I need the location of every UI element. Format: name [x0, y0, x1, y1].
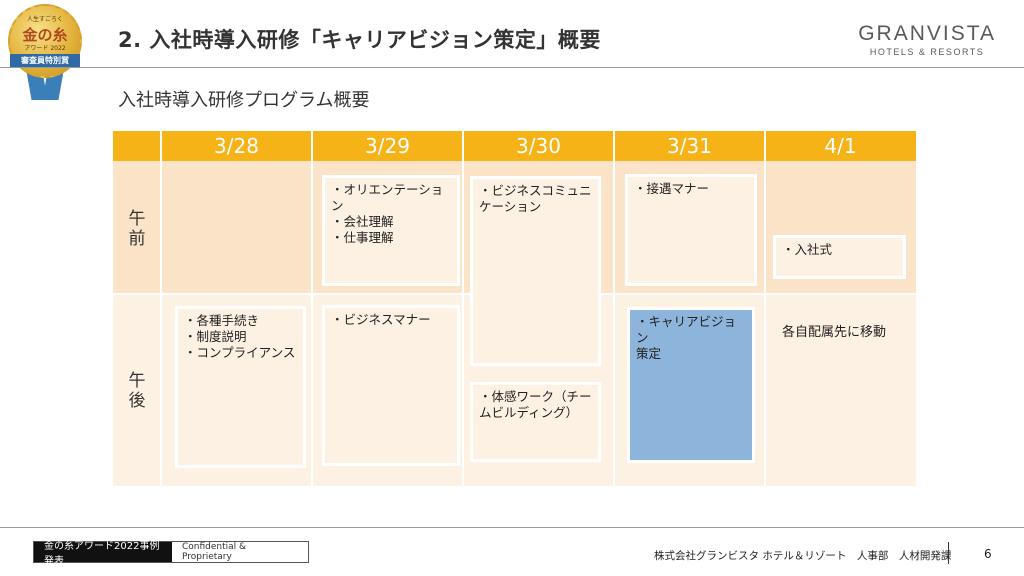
session-career-vision: ・キャリアビジョン 策定: [627, 307, 755, 463]
session-entrance-ceremony: ・入社式: [773, 235, 906, 279]
column-divider: [160, 131, 162, 486]
award-badge: 人生すごろく 金の糸 アワード 2022 審査員特別賞: [6, 4, 84, 100]
date-header: 4/1: [765, 131, 916, 161]
date-header: 3/28: [161, 131, 312, 161]
footer-separator: [948, 542, 949, 564]
page-number: 6: [984, 547, 992, 561]
brand-logo: GRANVISTA HOTELS & RESORTS: [858, 22, 996, 57]
session-business-manners: ・ビジネスマナー: [322, 305, 460, 466]
footer-event: 金の糸アワード2022事例発表: [34, 541, 172, 567]
session-hospitality-manners: ・接遇マナー: [625, 174, 757, 286]
column-divider: [764, 131, 766, 486]
session-move-to-department: 各自配属先に移動: [782, 325, 887, 340]
schedule-table: 3/28 3/29 3/30 3/31 4/1 午 前 午 後 ・オリエンテーシ…: [113, 131, 916, 486]
footer-divider: [0, 527, 1024, 528]
header-corner: [113, 131, 161, 161]
slide-title: 2. 入社時導入研修「キャリアビジョン策定」概要: [118, 28, 601, 52]
badge-line-3: アワード 2022: [24, 45, 66, 52]
footer-confidential: Confidential & Proprietary: [172, 542, 308, 562]
am-label: 午 前: [128, 209, 146, 249]
session-team-building: ・体感ワーク（チー ムビルディング）: [470, 382, 601, 462]
footer-tag: 金の糸アワード2022事例発表 Confidential & Proprieta…: [33, 541, 309, 567]
badge-line-4: 審査員特別賞: [10, 54, 80, 67]
session-procedures: ・各種手続き ・制度説明 ・コンプライアンス: [175, 306, 306, 468]
date-header: 3/31: [614, 131, 765, 161]
column-divider: [311, 131, 313, 486]
pm-label: 午 後: [128, 371, 146, 411]
brand-subtitle: HOTELS & RESORTS: [869, 47, 985, 57]
column-divider: [613, 131, 615, 486]
badge-line-2: 金の糸: [22, 26, 68, 44]
header-divider: [0, 67, 1024, 68]
session-orientation: ・オリエンテーション ・会社理解 ・仕事理解: [322, 175, 460, 286]
section-subtitle: 入社時導入研修プログラム概要: [118, 90, 370, 111]
brand-name: GRANVISTA: [858, 22, 996, 45]
session-business-communication: ・ビジネスコミュニ ケーション: [470, 176, 601, 366]
date-header: 3/29: [312, 131, 463, 161]
date-header: 3/30: [463, 131, 614, 161]
footer-company: 株式会社グランビスタ ホテル＆リゾート 人事部 人材開発課: [654, 550, 952, 562]
badge-line-1: 人生すごろく: [26, 16, 63, 23]
column-divider: [462, 131, 464, 486]
